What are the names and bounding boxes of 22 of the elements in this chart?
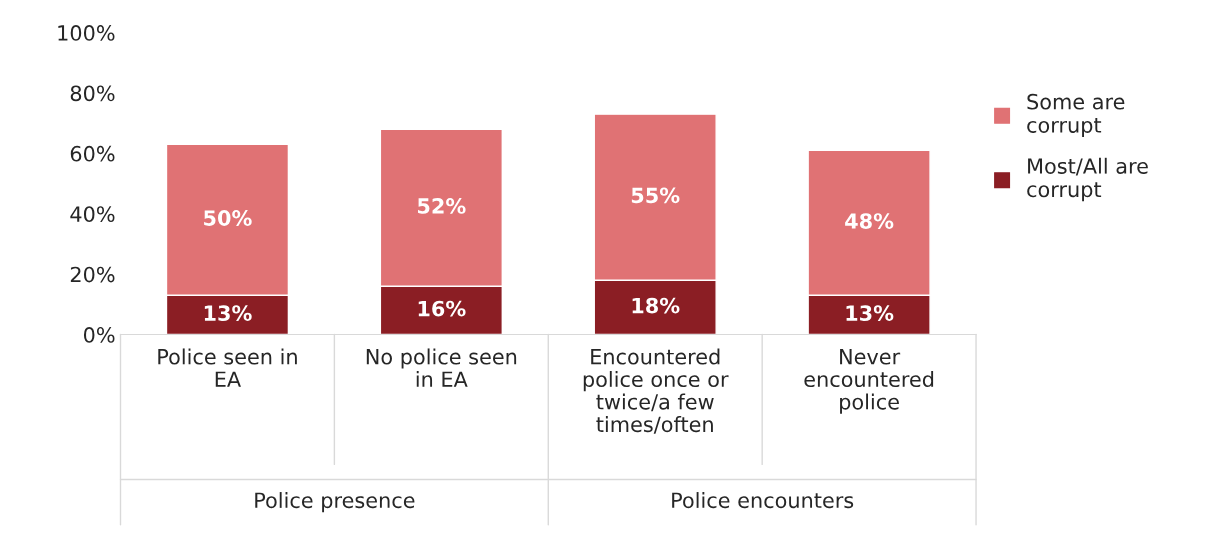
y-tick-label: 100%	[58, 25, 115, 41]
data-label: 13%	[204, 305, 252, 321]
legend-label: Most/All are corrupt	[1027, 157, 1148, 202]
data-label: 55%	[631, 187, 680, 204]
legend-label: Some are corrupt	[1027, 93, 1125, 137]
x-tick-label: Police seen in EA	[158, 348, 297, 387]
data-label: 13%	[846, 305, 894, 321]
data-label: 16%	[418, 300, 466, 317]
y-tick-label: 80%	[70, 85, 115, 102]
y-tick-label: 0%	[83, 327, 115, 343]
data-label: 50%	[204, 210, 252, 226]
y-tick-label: 60%	[70, 145, 115, 162]
text: Police encounters	[672, 492, 854, 509]
x-tick-label: No police seen in EA	[366, 348, 517, 387]
y-tick-label: 40%	[70, 206, 115, 222]
text: Police presence	[255, 492, 415, 513]
data-label: 52%	[418, 198, 466, 214]
data-label: 48%	[845, 213, 894, 229]
x-tick-label: Never encountered police	[804, 349, 934, 414]
data-label: 18%	[632, 297, 680, 314]
x-tick-label: Encountered police once or twice/a few times/often	[583, 348, 729, 434]
y-tick-label: 20%	[70, 266, 115, 283]
